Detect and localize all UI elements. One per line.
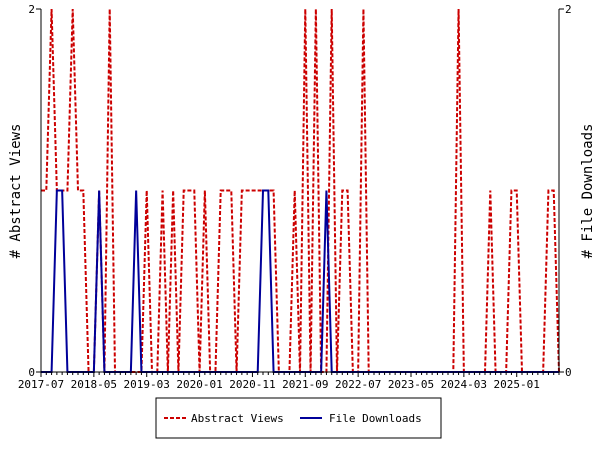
x-tick-label: 2020-11: [229, 378, 275, 391]
x-tick-label: 2022-07: [335, 378, 381, 391]
series-line-abstract-views: [41, 8, 560, 373]
x-tick-label: 2025-01: [494, 378, 540, 391]
y-tick-label-right: 0: [565, 366, 572, 379]
legend-downloads-label: File Downloads: [329, 412, 422, 425]
y-axis-right-title: # File Downloads: [580, 124, 596, 259]
x-tick-label: 2024-03: [441, 378, 487, 391]
x-tick-label: 2018-05: [71, 378, 117, 391]
x-tick-label: 2021-09: [282, 378, 328, 391]
legend-views-label: Abstract Views: [191, 412, 284, 425]
x-tick-label: 2020-01: [176, 378, 222, 391]
legend-box: [155, 397, 442, 439]
x-tick-label: 2019-03: [124, 378, 170, 391]
y-tick-label-left: 2: [28, 3, 35, 16]
series-line-file-downloads: [41, 189, 559, 373]
x-tick-label: 2017-07: [18, 378, 64, 391]
y-tick-label-right: 2: [565, 3, 572, 16]
y-axis-left-title: # Abstract Views: [8, 124, 24, 259]
legend: Abstract Views File Downloads: [155, 397, 442, 439]
axes: 2017-07 2018-05 2019-03 2020-01 2020-11 2021-…: [18, 3, 572, 391]
y-tick-label-left: 0: [28, 366, 35, 379]
x-tick-label: 2023-05: [388, 378, 434, 391]
plot-area: [41, 8, 560, 373]
